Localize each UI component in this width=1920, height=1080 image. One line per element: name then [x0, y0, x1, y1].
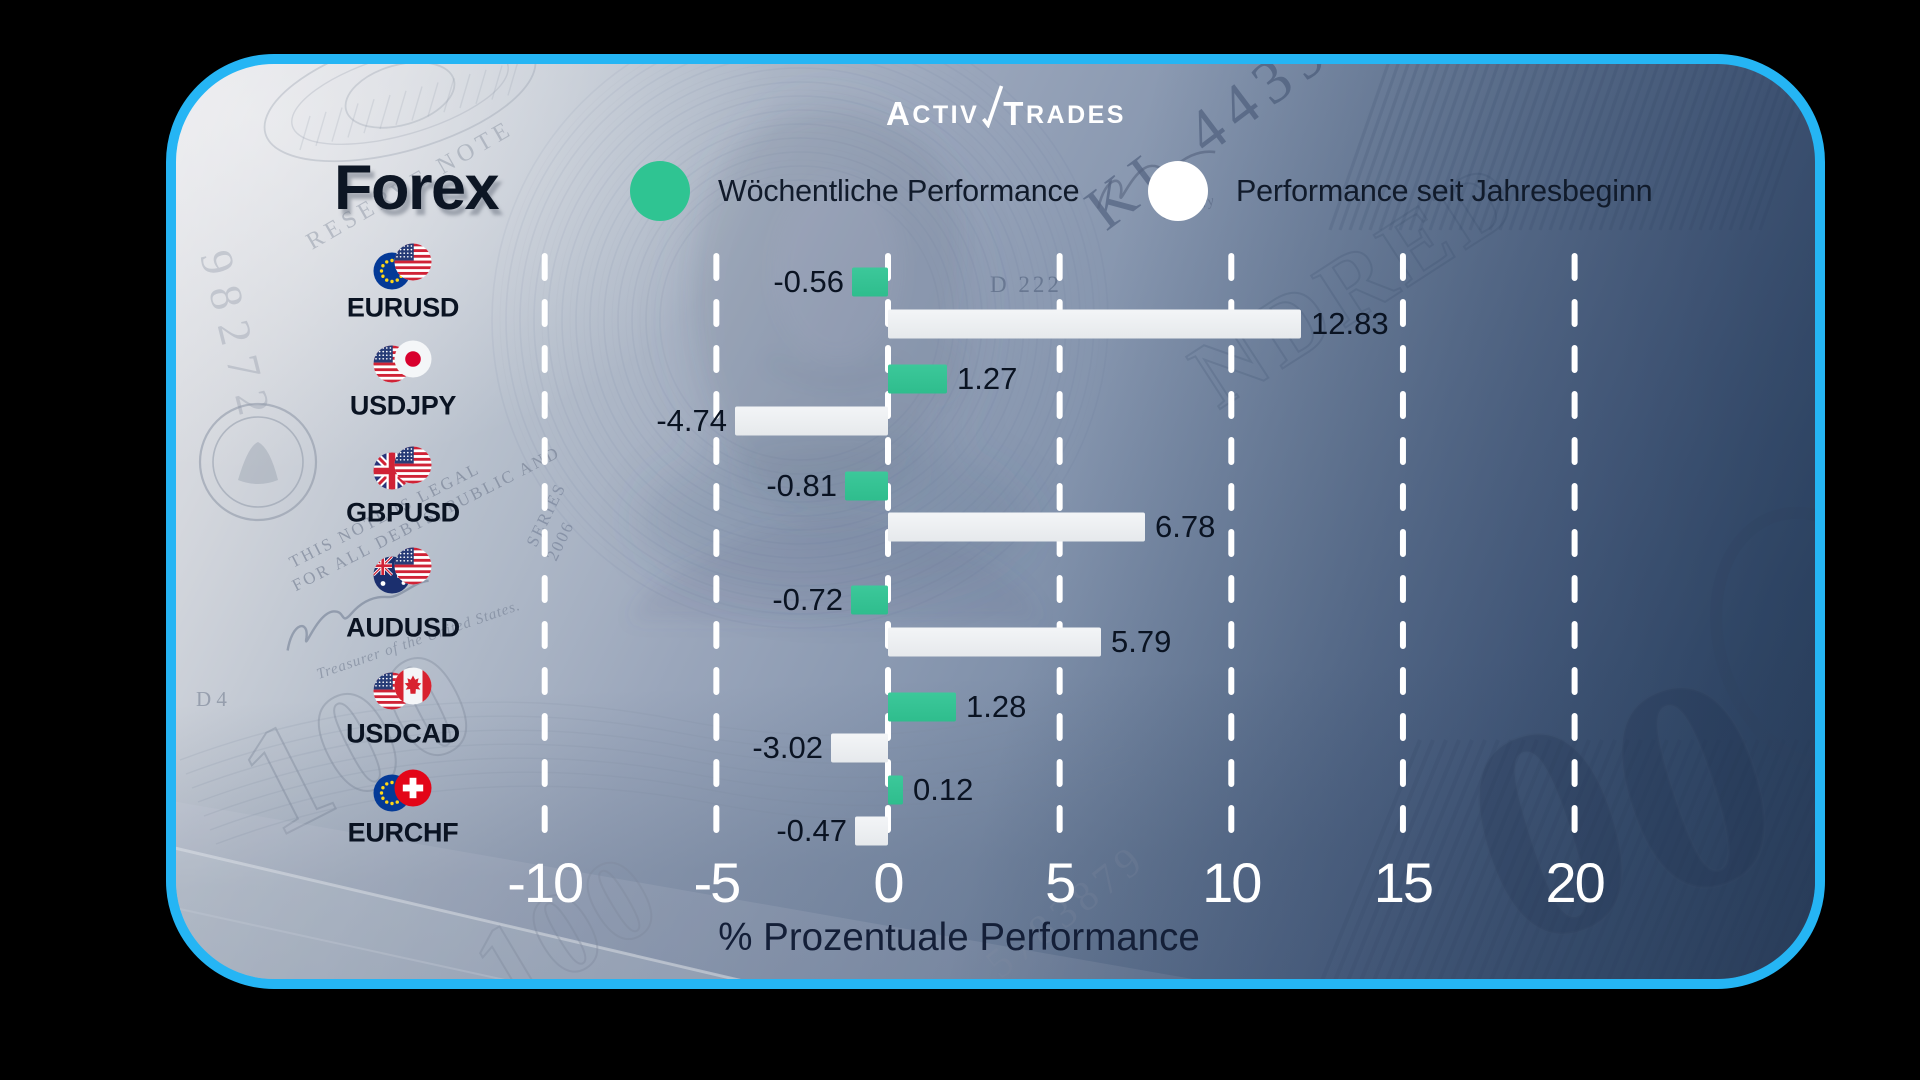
pair-label: EURUSD	[346, 292, 460, 323]
legend-swatch-weekly-icon	[630, 161, 690, 221]
value-label: -0.56	[773, 264, 844, 299]
pair-label: USDCAD	[346, 718, 460, 749]
value-label: 0.12	[913, 772, 974, 807]
value-label: 1.27	[957, 361, 1018, 396]
flag-us-icon	[394, 446, 432, 484]
flag-ca-icon	[394, 667, 432, 705]
logo-check-icon	[982, 85, 1004, 128]
legend-label-ytd: Performance seit Jahresbeginn	[1236, 173, 1653, 208]
pair-label: EURCHF	[347, 817, 459, 848]
bar-weekly-audusd	[851, 585, 888, 615]
value-label: 6.78	[1155, 509, 1216, 544]
bar-ytd-usdcad	[831, 733, 888, 763]
value-label: 12.83	[1311, 306, 1389, 341]
bar-weekly-usdcad	[888, 692, 956, 722]
bar-ytd-eurusd	[888, 309, 1301, 339]
infographic-card: RESERVE NOTE98272 THIS NOTE IS LEGAL FOR…	[166, 54, 1825, 989]
page-title: Forex	[334, 153, 500, 223]
bar-ytd-gbpusd	[888, 512, 1145, 542]
pair-label: AUDUSD	[346, 612, 460, 643]
x-tick-label: 5	[1045, 851, 1076, 914]
x-tick-label: 10	[1202, 851, 1262, 914]
bar-weekly-gbpusd	[845, 471, 888, 501]
x-tick-label: 0	[873, 851, 904, 914]
legend-label-weekly: Wöchentliche Performance	[718, 173, 1080, 208]
x-tick-label: -10	[507, 851, 584, 914]
card-layer: RESERVE NOTE98272 THIS NOTE IS LEGAL FOR…	[176, 64, 1815, 979]
value-label: -4.74	[656, 403, 727, 438]
x-tick-label: 20	[1545, 851, 1605, 914]
pair-label: USDJPY	[349, 390, 457, 421]
chart-gridlines	[541, 253, 1578, 851]
legend-item-ytd: Performance seit Jahresbeginn	[1148, 161, 1653, 221]
flag-us-icon	[394, 243, 432, 281]
brand-logo: A CTIV T RADES	[886, 85, 1126, 132]
flag-jp-icon	[394, 340, 432, 378]
bar-ytd-usdjpy	[735, 406, 888, 436]
x-tick-label: -5	[693, 851, 741, 914]
value-label: -3.02	[752, 730, 823, 765]
flag-ch-icon	[394, 769, 432, 807]
value-label: 5.79	[1111, 624, 1172, 659]
value-label: -0.81	[766, 468, 837, 503]
bar-ytd-eurchf	[855, 816, 888, 846]
bar-weekly-eurusd	[852, 267, 888, 297]
value-label: -0.72	[772, 582, 843, 617]
bar-weekly-usdjpy	[888, 364, 947, 394]
legend-swatch-ytd-icon	[1148, 161, 1208, 221]
legend-item-weekly: Wöchentliche Performance	[630, 161, 1080, 221]
flag-us-icon	[394, 547, 432, 585]
bar-weekly-eurchf	[888, 775, 903, 805]
x-axis-title: % Prozentuale Performance	[718, 916, 1200, 959]
x-tick-label: 15	[1373, 851, 1434, 914]
value-label: 1.28	[966, 689, 1027, 724]
value-label: -0.47	[776, 813, 847, 848]
logo-text: A	[886, 95, 913, 132]
pair-label: GBPUSD	[346, 497, 460, 528]
bar-ytd-audusd	[888, 627, 1101, 657]
